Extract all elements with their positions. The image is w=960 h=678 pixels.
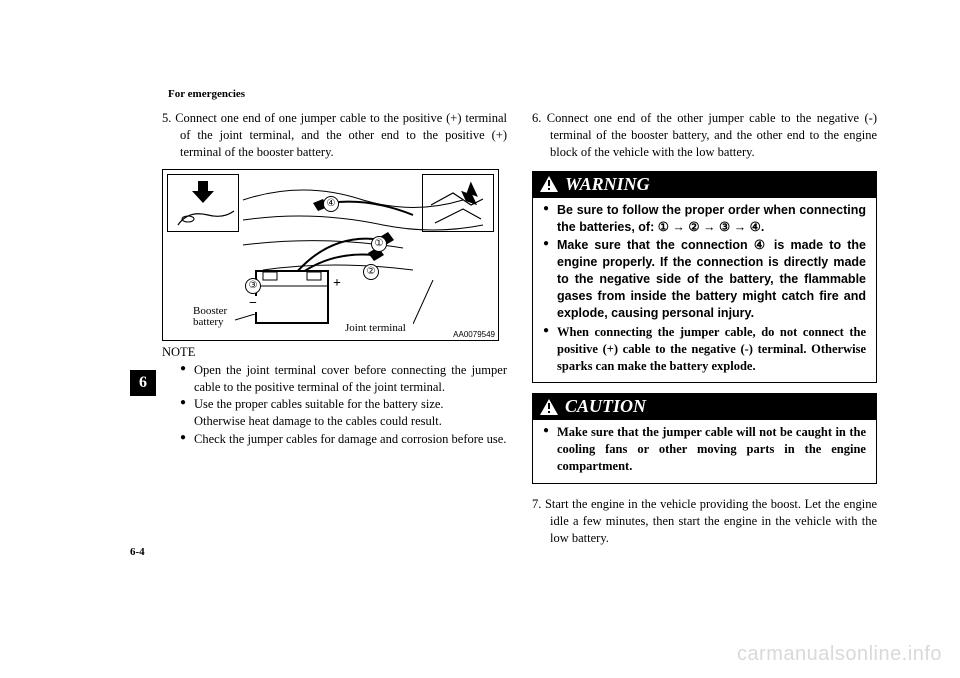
note-item: Open the joint terminal cover before con… xyxy=(180,362,507,396)
warning-item-text: Be sure to follow the proper order when … xyxy=(557,203,866,234)
warning-item: Make sure that the connection ④ is made … xyxy=(543,237,866,321)
diagram-mark-2: ② xyxy=(363,264,379,280)
step-5: 5. Connect one end of one jumper cable t… xyxy=(162,110,507,161)
note-list: Open the joint terminal cover before con… xyxy=(180,362,507,448)
jumper-diagram: ① ② ③ ④ + − Booster battery Joint termin… xyxy=(162,169,499,341)
diagram-mark-1: ① xyxy=(371,236,387,252)
step-7: 7. Start the engine in the vehicle provi… xyxy=(532,496,877,547)
joint-leader xyxy=(413,280,443,326)
caution-title-bar: CAUTION xyxy=(533,394,876,420)
page-number: 6-4 xyxy=(130,546,145,558)
diagram-minus: − xyxy=(249,296,257,312)
note-item: Check the jumper cables for damage and c… xyxy=(180,431,507,448)
left-column: 5. Connect one end of one jumper cable t… xyxy=(162,110,507,449)
warning-list: Be sure to follow the proper order when … xyxy=(543,202,866,375)
warning-triangle-icon xyxy=(539,175,559,193)
booster-battery-box xyxy=(255,270,329,324)
caution-triangle-icon xyxy=(539,398,559,416)
diagram-code: AA0079549 xyxy=(453,330,495,339)
caution-item: Make sure that the jumper cable will not… xyxy=(543,424,866,475)
diagram-plus: + xyxy=(333,276,341,292)
diagram-mark-4: ④ xyxy=(323,196,339,212)
warning-title-text: WARNING xyxy=(565,174,650,195)
page-header: For emergencies xyxy=(168,88,245,100)
battery-art xyxy=(257,272,327,322)
diagram-mark-3: ③ xyxy=(245,278,261,294)
booster-leader xyxy=(235,314,259,326)
warning-box: WARNING Be sure to follow the proper ord… xyxy=(532,171,877,384)
section-tab: 6 xyxy=(130,370,156,396)
caution-body: Make sure that the jumper cable will not… xyxy=(533,420,876,483)
warning-title-bar: WARNING xyxy=(533,172,876,198)
watermark: carmanualsonline.info xyxy=(737,643,942,666)
caution-list: Make sure that the jumper cable will not… xyxy=(543,424,866,475)
warning-item-text: When connecting the jumper cable, do not… xyxy=(557,325,866,373)
warning-body: Be sure to follow the proper order when … xyxy=(533,198,876,383)
note-item: Use the proper cables suitable for the b… xyxy=(180,396,507,430)
joint-terminal-label: Joint terminal xyxy=(345,322,406,334)
step-6: 6. Connect one end of the other jumper c… xyxy=(532,110,877,161)
caution-item-text: Make sure that the jumper cable will not… xyxy=(557,425,866,473)
note-heading: NOTE xyxy=(162,345,507,360)
warning-item: Be sure to follow the proper order when … xyxy=(543,202,866,236)
manual-page: For emergencies 5. Connect one end of on… xyxy=(0,0,960,678)
caution-title-text: CAUTION xyxy=(565,396,646,417)
caution-box: CAUTION Make sure that the jumper cable … xyxy=(532,393,877,484)
right-column: 6. Connect one end of the other jumper c… xyxy=(532,110,877,553)
warning-item: When connecting the jumper cable, do not… xyxy=(543,324,866,375)
warning-item-text: Make sure that the connection ④ is made … xyxy=(557,238,866,320)
booster-battery-label: Booster battery xyxy=(193,306,227,329)
